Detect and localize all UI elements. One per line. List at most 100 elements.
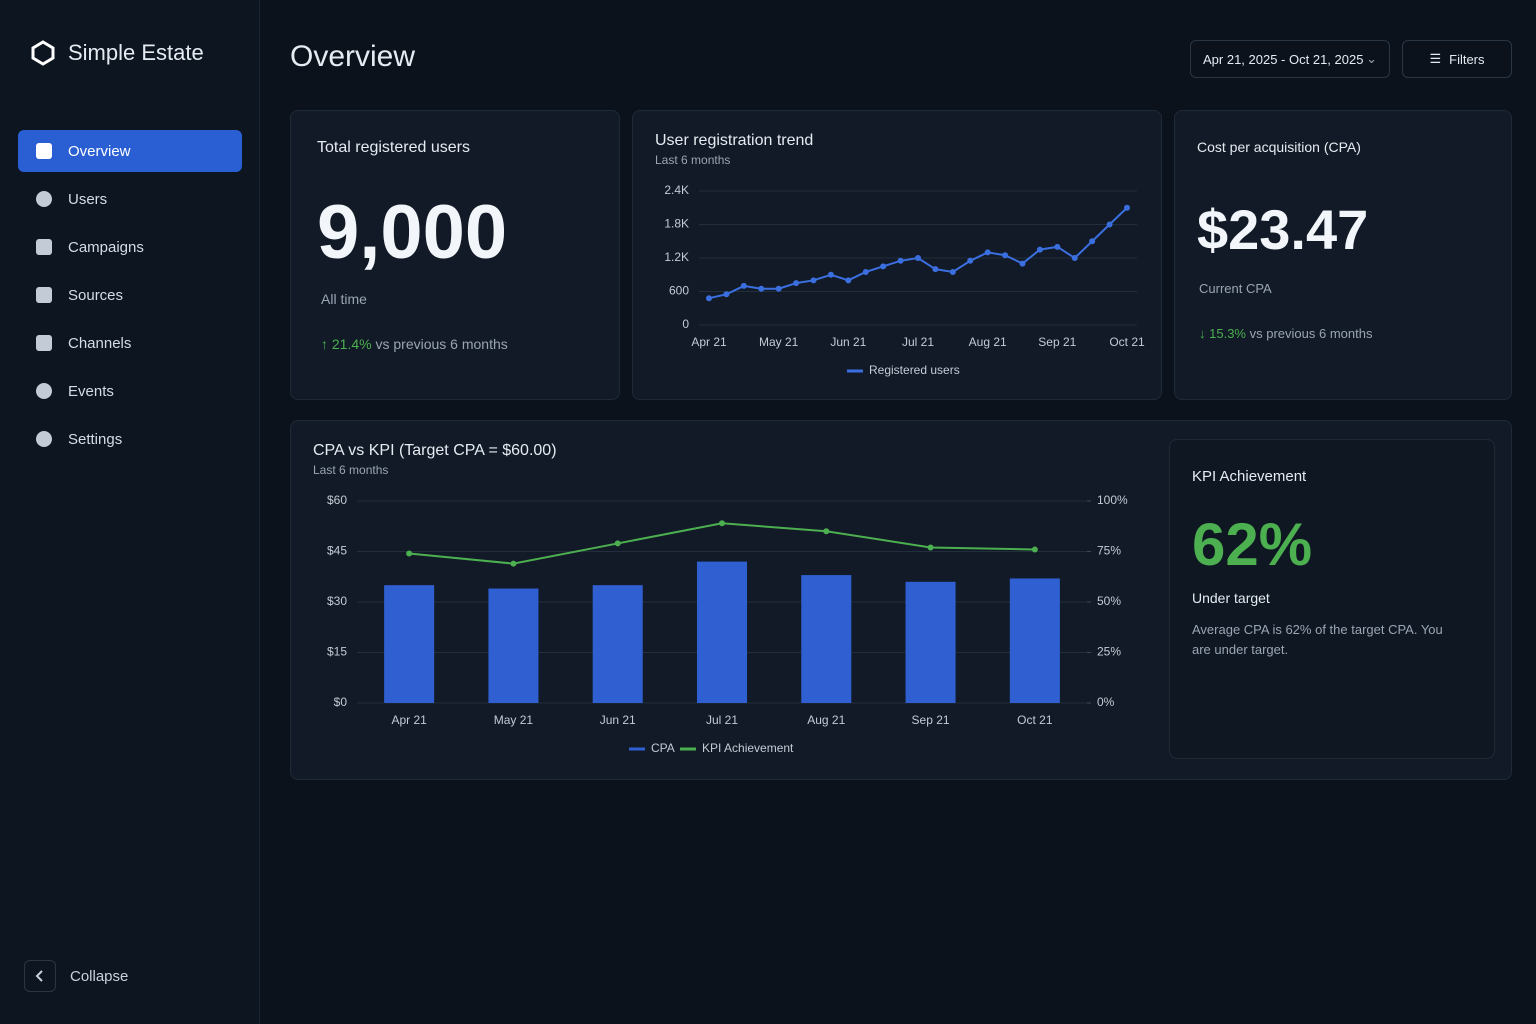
point bbox=[1019, 260, 1026, 267]
y2-tick-label: 50% bbox=[1097, 594, 1121, 608]
filters-label: Filters bbox=[1449, 51, 1485, 67]
point bbox=[827, 271, 834, 278]
x-tick-label: Jun 21 bbox=[600, 713, 636, 727]
x-tick-label: Sep 21 bbox=[912, 713, 950, 727]
point bbox=[880, 263, 887, 270]
point bbox=[1054, 243, 1061, 250]
nav-item[interactable]: Overview bbox=[18, 130, 242, 172]
nav-item[interactable]: Sources bbox=[18, 274, 242, 316]
x-tick-label: Apr 21 bbox=[391, 713, 427, 727]
nav-label: Sources bbox=[68, 286, 124, 304]
x-tick-label: May 21 bbox=[759, 335, 799, 349]
nav-item[interactable]: Events bbox=[18, 370, 242, 412]
y-tick-label: 0 bbox=[682, 317, 689, 331]
card-change: ↓ 15.3% vs previous 6 months bbox=[1199, 326, 1373, 341]
change-note: vs previous 6 months bbox=[1249, 326, 1373, 341]
trend-card: User registration trend Last 6 months 0 600… bbox=[632, 110, 1162, 400]
point bbox=[1002, 252, 1009, 259]
bar bbox=[905, 581, 956, 703]
x-tick-label: Sep 21 bbox=[1038, 335, 1076, 349]
bar bbox=[801, 575, 852, 703]
nav-item[interactable]: Channels bbox=[18, 322, 242, 364]
y-tick-label: 1.2K bbox=[664, 250, 689, 264]
legend-label: Registered users bbox=[869, 363, 960, 377]
logo bbox=[31, 40, 55, 66]
sidebar: Simple Estate Overview Users Campaigns S… bbox=[0, 0, 260, 1024]
point bbox=[1106, 221, 1113, 228]
card-caption: Current CPA bbox=[1199, 281, 1272, 296]
y-tick-label: 2.4K bbox=[664, 183, 689, 197]
brand[interactable]: Simple Estate bbox=[30, 40, 204, 66]
total-users-card: Total registered users 9,000 All time ↑ … bbox=[290, 110, 620, 400]
card-value: $23.47 bbox=[1197, 198, 1369, 261]
card-title: Total registered users bbox=[317, 139, 470, 156]
series-line bbox=[409, 522, 1035, 565]
point bbox=[775, 285, 782, 292]
change-value: 15.3% bbox=[1209, 326, 1246, 341]
x-tick-label: Oct 21 bbox=[1109, 335, 1145, 349]
nav-item[interactable]: Settings bbox=[18, 418, 242, 460]
date-range[interactable]: Apr 21, 2025 - Oct 21, 2025 ⌄ bbox=[1190, 40, 1390, 78]
y2-tick-label: 100% bbox=[1097, 493, 1128, 507]
point bbox=[932, 266, 939, 273]
legend-label: CPA bbox=[651, 741, 675, 755]
y-tick-label: $45 bbox=[327, 544, 347, 558]
point bbox=[740, 282, 747, 289]
point bbox=[1031, 546, 1038, 553]
legend-label: KPI Achievement bbox=[702, 741, 794, 755]
card-value: 62% bbox=[1192, 511, 1313, 578]
y-tick-label: 1.8K bbox=[664, 217, 689, 231]
y-tick-label: $15 bbox=[327, 645, 347, 659]
collapse-label: Collapse bbox=[70, 967, 129, 985]
nav-label: Events bbox=[68, 382, 114, 400]
x-tick-label: Jun 21 bbox=[830, 335, 866, 349]
chart-subtitle: Last 6 months bbox=[313, 463, 388, 477]
y-tick-label: $60 bbox=[327, 493, 347, 507]
filters-button[interactable]: ☰ Filters bbox=[1402, 40, 1512, 78]
date-range-text: Apr 21, 2025 - Oct 21, 2025 bbox=[1203, 51, 1364, 67]
bar bbox=[1009, 578, 1060, 703]
nav-label: Campaigns bbox=[68, 238, 144, 256]
card-title: Cost per acquisition (CPA) bbox=[1197, 139, 1361, 155]
nav: Overview Users Campaigns Sources Channel… bbox=[18, 130, 242, 466]
point bbox=[984, 249, 991, 256]
bar bbox=[488, 588, 539, 703]
y-tick-label: $0 bbox=[334, 695, 348, 709]
x-tick-label: Aug 21 bbox=[969, 335, 1007, 349]
x-tick-label: Apr 21 bbox=[691, 335, 727, 349]
series-line bbox=[708, 207, 1128, 300]
point bbox=[614, 540, 621, 547]
chart-subtitle: Last 6 months bbox=[655, 153, 730, 167]
y2-tick-label: 75% bbox=[1097, 544, 1121, 558]
point bbox=[1089, 238, 1096, 245]
point bbox=[406, 550, 413, 557]
point bbox=[793, 280, 800, 287]
x-tick-label: May 21 bbox=[494, 713, 534, 727]
card-note: Average CPA is 62% of the target CPA. Yo… bbox=[1192, 622, 1443, 657]
x-tick-label: Oct 21 bbox=[1017, 713, 1053, 727]
kpi-card: KPI Achievement 62% Under target Average… bbox=[1169, 439, 1495, 759]
point bbox=[915, 255, 921, 261]
nav-item[interactable]: Campaigns bbox=[18, 226, 242, 268]
bar bbox=[592, 585, 643, 703]
collapse-button[interactable] bbox=[24, 960, 56, 992]
point bbox=[510, 560, 517, 567]
point bbox=[862, 268, 869, 275]
bar bbox=[696, 561, 748, 703]
point bbox=[897, 257, 904, 264]
collapse[interactable]: Collapse bbox=[24, 960, 128, 992]
point bbox=[1036, 246, 1043, 253]
point bbox=[719, 520, 725, 527]
nav-label: Settings bbox=[68, 430, 123, 448]
x-tick-label: Jul 21 bbox=[706, 713, 738, 727]
x-tick-label: Jul 21 bbox=[902, 335, 934, 349]
nav-label: Overview bbox=[68, 142, 131, 160]
card-title: KPI Achievement bbox=[1192, 468, 1307, 485]
x-tick-label: Aug 21 bbox=[807, 713, 845, 727]
card-change: ↑ 21.4% vs previous 6 months bbox=[321, 336, 508, 352]
nav-item[interactable]: Users bbox=[18, 178, 242, 220]
point bbox=[927, 544, 934, 551]
brand-name: Simple Estate bbox=[68, 40, 204, 65]
y2-tick-label: 0% bbox=[1097, 695, 1115, 709]
